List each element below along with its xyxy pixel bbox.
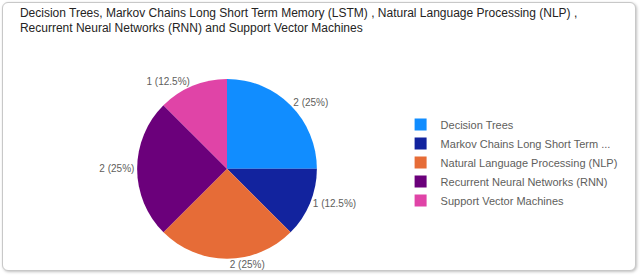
svg-text:Recurrent Neural Networks (RNN: Recurrent Neural Networks (RNN) [441, 176, 608, 188]
svg-text:Natural Language Processing (N: Natural Language Processing (NLP) [441, 157, 618, 169]
svg-text:Support Vector Machines: Support Vector Machines [441, 195, 564, 207]
svg-text:2 (25%): 2 (25%) [293, 97, 328, 108]
svg-text:Decision Trees, Markov Chains: Decision Trees, Markov Chains Long Short… [20, 6, 577, 36]
svg-text:2 (25%): 2 (25%) [230, 259, 265, 270]
svg-text:2 (25%): 2 (25%) [99, 163, 134, 174]
svg-text:1 (12.5%): 1 (12.5%) [313, 198, 356, 209]
svg-text:Decision Trees: Decision Trees [441, 119, 514, 131]
svg-text:1 (12.5%): 1 (12.5%) [146, 76, 189, 87]
svg-text:Markov Chains Long Short Term: Markov Chains Long Short Term ... [441, 138, 611, 150]
